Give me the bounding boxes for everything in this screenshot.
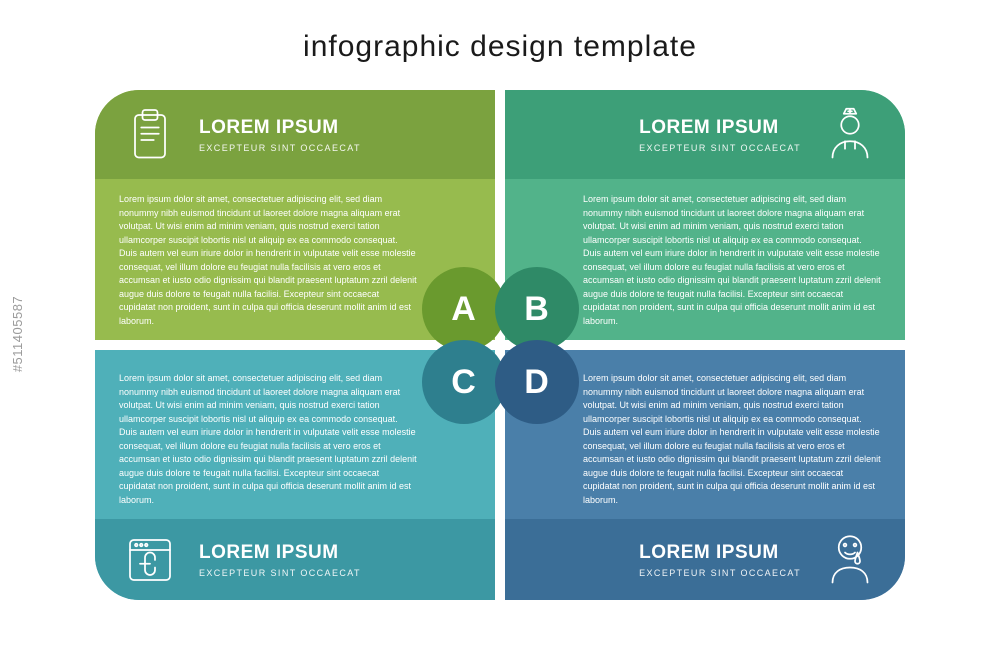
clipboard-icon xyxy=(119,104,181,166)
badge-c-letter: C xyxy=(451,363,476,402)
card-grid: LOREM IPSUM EXCEPTEUR SINT OCCAECAT Lore… xyxy=(95,90,905,600)
badge-b-letter: B xyxy=(524,290,549,329)
card-d-heading: LOREM IPSUM xyxy=(639,542,801,564)
card-b-header: LOREM IPSUM EXCEPTEUR SINT OCCAECAT xyxy=(505,90,905,179)
card-c-heading: LOREM IPSUM xyxy=(199,542,361,564)
card-d-titles: LOREM IPSUM EXCEPTEUR SINT OCCAECAT xyxy=(639,542,801,578)
card-a-heading: LOREM IPSUM xyxy=(199,117,361,139)
page-title: infographic design template xyxy=(0,30,1000,64)
card-d-subheading: EXCEPTEUR SINT OCCAECAT xyxy=(639,568,801,578)
card-c-subheading: EXCEPTEUR SINT OCCAECAT xyxy=(199,568,361,578)
stock-watermark: #511405587 xyxy=(10,295,25,371)
badge-a-letter: A xyxy=(451,290,476,329)
crying-person-icon xyxy=(819,529,881,591)
psychology-window-icon xyxy=(119,529,181,591)
badge-d-letter: D xyxy=(524,363,549,402)
badge-d: D xyxy=(495,340,579,424)
card-b-subheading: EXCEPTEUR SINT OCCAECAT xyxy=(639,143,801,153)
badge-a: A xyxy=(422,267,506,351)
card-d-header: LOREM IPSUM EXCEPTEUR SINT OCCAECAT xyxy=(505,519,905,600)
infographic-canvas: infographic design template #511405587 L… xyxy=(0,0,1000,667)
badge-b: B xyxy=(495,267,579,351)
card-a-titles: LOREM IPSUM EXCEPTEUR SINT OCCAECAT xyxy=(199,117,361,153)
card-b-titles: LOREM IPSUM EXCEPTEUR SINT OCCAECAT xyxy=(639,117,801,153)
doctor-icon xyxy=(819,104,881,166)
card-c-titles: LOREM IPSUM EXCEPTEUR SINT OCCAECAT xyxy=(199,542,361,578)
card-a-header: LOREM IPSUM EXCEPTEUR SINT OCCAECAT xyxy=(95,90,495,179)
card-a-subheading: EXCEPTEUR SINT OCCAECAT xyxy=(199,143,361,153)
card-c-header: LOREM IPSUM EXCEPTEUR SINT OCCAECAT xyxy=(95,519,495,600)
card-b-heading: LOREM IPSUM xyxy=(639,117,801,139)
badge-c: C xyxy=(422,340,506,424)
